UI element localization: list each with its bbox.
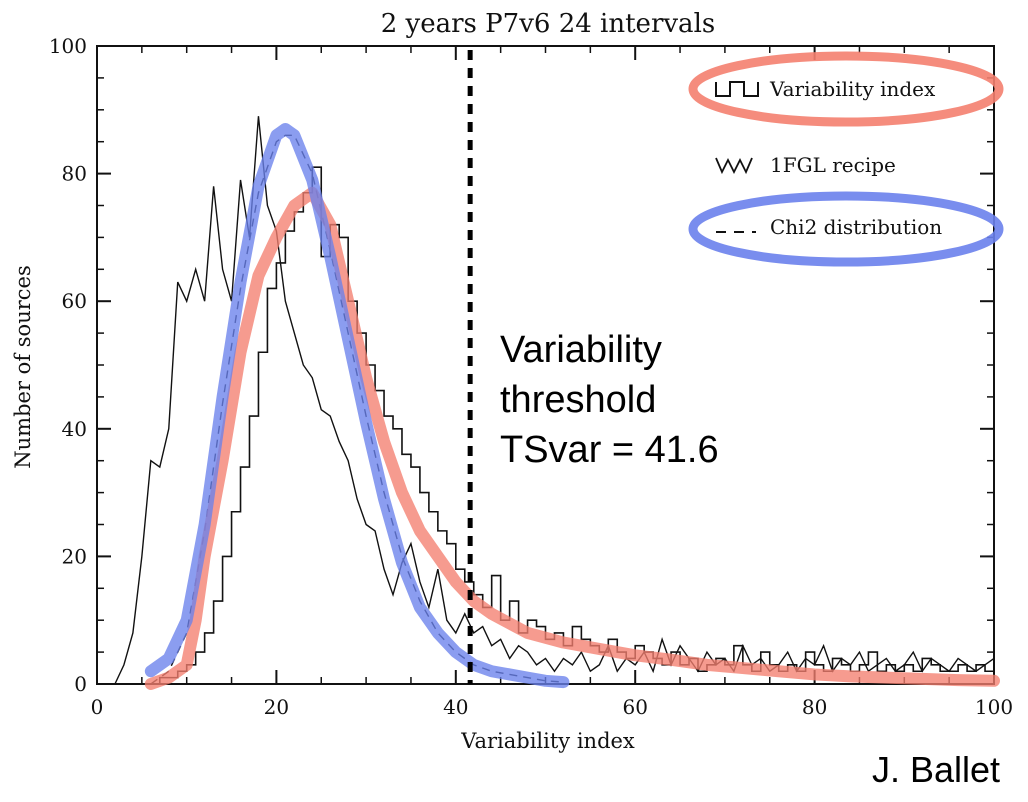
x-tick-label: 100 [975, 695, 1013, 719]
x-tick-label: 0 [91, 695, 104, 719]
legend-symbol-jagged-line [715, 157, 753, 175]
threshold-label: Variability threshold TSvar = 41.6 [500, 329, 719, 471]
x-tick-label: 80 [802, 695, 827, 719]
threshold-label-line-1: Variability [500, 329, 662, 371]
threshold-label-line-2: threshold [500, 379, 656, 421]
x-tick-label: 20 [264, 695, 289, 719]
credit: J. Ballet [872, 749, 1000, 790]
y-tick-label: 0 [74, 672, 87, 696]
x-axis-label: Variability index [460, 729, 635, 753]
y-tick-label: 60 [62, 289, 87, 313]
highlight-curve-blue [144, 122, 570, 689]
series-1fgl-recipe [114, 116, 995, 685]
legend-label-variability-index: Variability index [769, 77, 936, 101]
legend-highlight-variability-index [688, 51, 1004, 127]
x-tick-label: 60 [622, 695, 647, 719]
threshold-label-line-3: TSvar = 41.6 [500, 429, 719, 471]
y-axis-label: Number of sources [11, 265, 35, 468]
legend-symbol-histogram [715, 81, 759, 97]
legend-label-1fgl-recipe: 1FGL recipe [770, 153, 896, 177]
highlight-curve-red [144, 186, 1000, 690]
y-tick-label: 20 [62, 544, 87, 568]
y-tick-label: 40 [62, 417, 87, 441]
y-tick-label: 80 [62, 162, 87, 186]
highlight-layer [144, 122, 1000, 690]
legend: Variability index 1FGL recipe Chi2 distr… [688, 51, 1004, 267]
x-tick-label: 40 [443, 695, 468, 719]
legend-highlight-chi2-distribution [688, 191, 1004, 267]
chart-title: 2 years P7v6 24 intervals [381, 9, 715, 39]
y-axis-ticks: 0 20 40 60 80 100 [49, 34, 994, 696]
x-axis-ticks: 0 20 40 60 80 100 [91, 46, 1013, 719]
legend-label-chi2-distribution: Chi2 distribution [770, 215, 942, 239]
y-tick-label: 100 [49, 34, 87, 58]
